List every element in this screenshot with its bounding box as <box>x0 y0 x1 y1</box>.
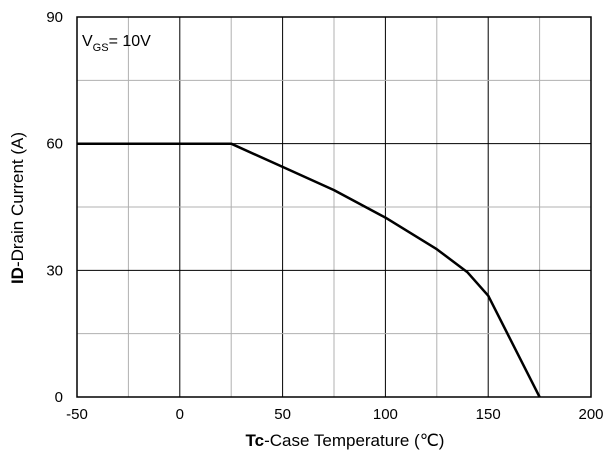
y-axis-label: ID-Drain Current (A) <box>8 132 27 284</box>
x-axis-label-rest: -Case Temperature (℃) <box>264 431 444 450</box>
plot-frame <box>76 16 592 398</box>
x-tick-label: 50 <box>274 406 291 423</box>
x-axis-label: Tc-Case Temperature (℃) <box>246 431 445 450</box>
vgs-prefix: V <box>82 33 93 50</box>
y-tick-label: 60 <box>46 136 63 153</box>
y-tick-label: 30 <box>46 262 63 279</box>
x-tick-label: -50 <box>66 406 88 423</box>
x-tick-label: 100 <box>373 406 398 423</box>
x-tick-labels: -50 0 50 100 150 200 <box>66 406 603 423</box>
vgs-annotation: VGS= 10V <box>82 33 151 54</box>
y-axis-label-rest: -Drain Current (A) <box>8 132 27 267</box>
x-tick-label: 200 <box>578 406 603 423</box>
x-tick-label: 0 <box>176 406 184 423</box>
curve-layer <box>77 142 541 398</box>
y-tick-label: 0 <box>55 389 63 406</box>
x-axis-label-bold: Tc <box>246 431 265 450</box>
vgs-subscript: GS <box>93 42 109 54</box>
vgs-value: = 10V <box>109 33 152 50</box>
drain-current-curve <box>77 142 541 398</box>
x-tick-label: 150 <box>476 406 501 423</box>
y-tick-label: 90 <box>46 9 63 26</box>
y-tick-labels: 0 30 60 90 <box>46 9 63 406</box>
grid-lines <box>77 17 591 397</box>
y-axis-label-bold: ID <box>8 267 27 284</box>
